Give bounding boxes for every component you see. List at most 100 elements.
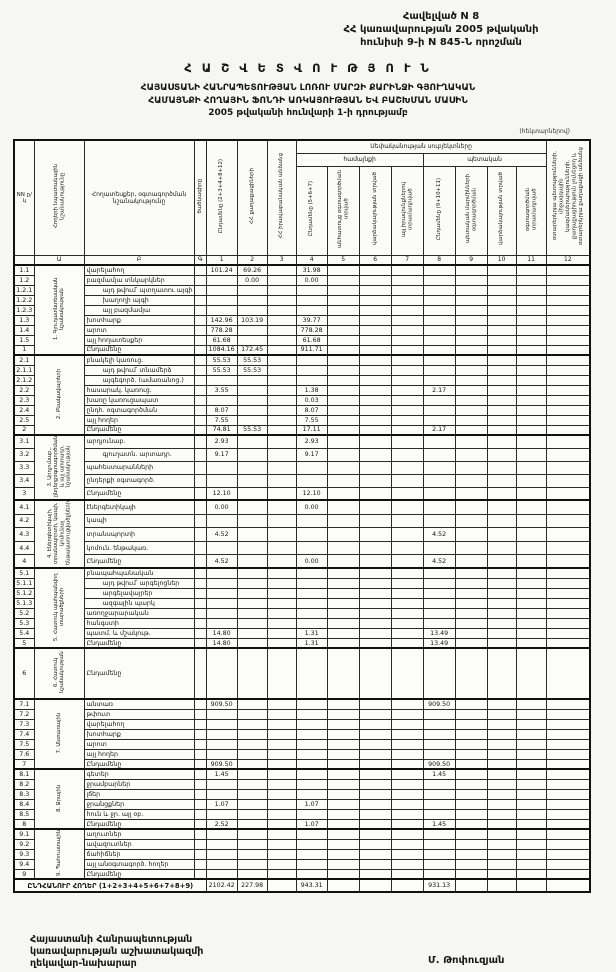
- table-row: 8.5 հուն և ջր. այլ օբ.: [13, 808, 591, 820]
- rotated-section-label: 1. Գյուղատնտեսական նշանակության: [52, 277, 65, 341]
- value-cell-col6: [358, 404, 392, 416]
- value-cell-col10: [486, 334, 517, 346]
- value-cell-col7: [390, 486, 424, 501]
- value-cell-col12: [545, 587, 591, 599]
- landtype-cell: այլ հողատեսքեր: [83, 334, 195, 346]
- code-cell: [193, 607, 207, 619]
- value-cell-col4: [295, 788, 328, 800]
- grand-total-col5: [326, 878, 360, 893]
- value-cell-col2: [236, 768, 268, 780]
- value-cell-col9: [454, 728, 488, 740]
- value-cell-col3: [266, 577, 297, 589]
- subtitle-line: ՀԱՅԱՍՏԱՆԻ ՀԱՆՐԱՊԵՏՈՒԹՅԱՆ ԼՈՌՈՒ ՄԱՐԶԻ ՔԱՐ…: [140, 83, 476, 93]
- value-cell-col7: [390, 334, 424, 346]
- value-cell-col11: [515, 708, 547, 720]
- value-cell-col1: [205, 838, 238, 850]
- value-cell-col7: [390, 354, 424, 366]
- value-cell-col2: [236, 394, 268, 406]
- landtype-cell: գյուղատն. արտադր.: [83, 447, 195, 462]
- rotated-label: Ընդամենը (2+3+4+8+12): [218, 158, 225, 233]
- landtype-cell: ավազուտներ: [83, 838, 195, 850]
- value-cell-col7: [390, 527, 424, 542]
- value-cell-col5: [326, 798, 360, 810]
- value-cell-col6: [358, 513, 392, 529]
- table-row: 5.1 5. Հատուկ պահպանվող տարածքների բնապահպ…: [13, 567, 591, 649]
- value-cell-col5: [326, 460, 360, 475]
- row-index: 9.4: [13, 858, 35, 870]
- landtype-cell: հանգստի: [83, 617, 195, 629]
- landtype-cell: վարելահող: [83, 718, 195, 730]
- value-cell-col12: [545, 264, 591, 276]
- value-cell-col8: [422, 858, 456, 870]
- value-cell-col7: [390, 627, 424, 639]
- value-cell-col12: [545, 808, 591, 820]
- rotated-label: օտարերկրյա պետությունների, միջազգային կա…: [551, 146, 584, 245]
- landtype-cell: տրանսպորտի: [83, 527, 195, 542]
- value-cell-col7: [390, 513, 424, 529]
- value-cell-col8: [422, 414, 456, 426]
- value-cell-col5: [326, 828, 360, 840]
- table-row: 7 Ընդամենը 909.50 909.50: [13, 758, 591, 770]
- value-cell-col3: [266, 868, 297, 880]
- value-cell-col2: [236, 334, 268, 346]
- value-cell-col1: 7.55: [205, 414, 238, 426]
- landtype-cell: Ընդամենը: [83, 424, 195, 436]
- value-cell-col8: [422, 473, 456, 488]
- value-cell-col3: [266, 424, 297, 436]
- column-number-3: Գ: [193, 254, 207, 266]
- landtype-cell: բնակելի կառուց.: [83, 354, 195, 366]
- landtype-cell: խոտհարք: [83, 314, 195, 326]
- value-cell-col8: [422, 264, 456, 276]
- row-index: 2.3: [13, 394, 35, 406]
- landtype-cell: բնապահպանական: [83, 567, 195, 579]
- value-cell-col1: 101.24: [205, 264, 238, 276]
- value-cell-col2: [236, 597, 268, 609]
- table-row: 2.1 2. Բնակավայրերի բնակելի կառուց. 55.53 55…: [13, 354, 591, 436]
- value-cell-col8: [422, 499, 456, 515]
- row-index: 3.3: [13, 460, 35, 475]
- value-cell-col1: 142.96: [205, 314, 238, 326]
- value-cell-col11: [515, 540, 547, 556]
- value-cell-col7: [390, 838, 424, 850]
- row-index: 5.1.1: [13, 577, 35, 589]
- row-index: 7.4: [13, 728, 35, 740]
- value-cell-col7: [390, 274, 424, 286]
- value-cell-col1: 2.52: [205, 818, 238, 830]
- value-cell-col5: [326, 728, 360, 740]
- row-index: 5: [13, 637, 35, 649]
- value-cell-col2: [236, 718, 268, 730]
- value-cell-col3: [266, 768, 297, 780]
- value-cell-col5: [326, 404, 360, 416]
- value-cell-col10: [486, 627, 517, 639]
- value-cell-col1: [205, 828, 238, 840]
- table-row: 4.3 տրանսպորտի 4.52 4.52: [13, 527, 591, 542]
- value-cell-col1: [205, 274, 238, 286]
- value-cell-col2: [236, 798, 268, 810]
- row-index: 3.2: [13, 447, 35, 462]
- row-index: 9.3: [13, 848, 35, 860]
- value-cell-col9: [454, 294, 488, 306]
- code-cell: [193, 798, 207, 810]
- value-cell-col10: [486, 848, 517, 860]
- value-cell-col9: [454, 698, 488, 710]
- value-cell-col8: [422, 447, 456, 462]
- value-cell-col5: [326, 567, 360, 579]
- code-cell: [193, 788, 207, 800]
- value-cell-col8: [422, 513, 456, 529]
- code-cell: [193, 414, 207, 426]
- value-cell-col8: [422, 567, 456, 579]
- value-cell-col8: [422, 617, 456, 629]
- value-cell-col8: [422, 404, 456, 416]
- value-cell-col7: [390, 788, 424, 800]
- value-cell-col4: [295, 848, 328, 860]
- value-cell-col12: [545, 758, 591, 770]
- value-cell-col11: [515, 304, 547, 316]
- appendix-line: ՀՀ կառավարության 2005 թվականի: [343, 24, 539, 35]
- value-cell-col11: [515, 384, 547, 396]
- grand-total-col4: 943.31: [295, 878, 328, 893]
- value-cell-col3: [266, 758, 297, 770]
- value-cell-col5: [326, 587, 360, 599]
- value-cell-col2: [236, 513, 268, 529]
- section-label: 4. Էներգետիկայի, տրանսպորտի, կապի, կոմու…: [33, 499, 85, 569]
- value-cell-col8: [422, 728, 456, 740]
